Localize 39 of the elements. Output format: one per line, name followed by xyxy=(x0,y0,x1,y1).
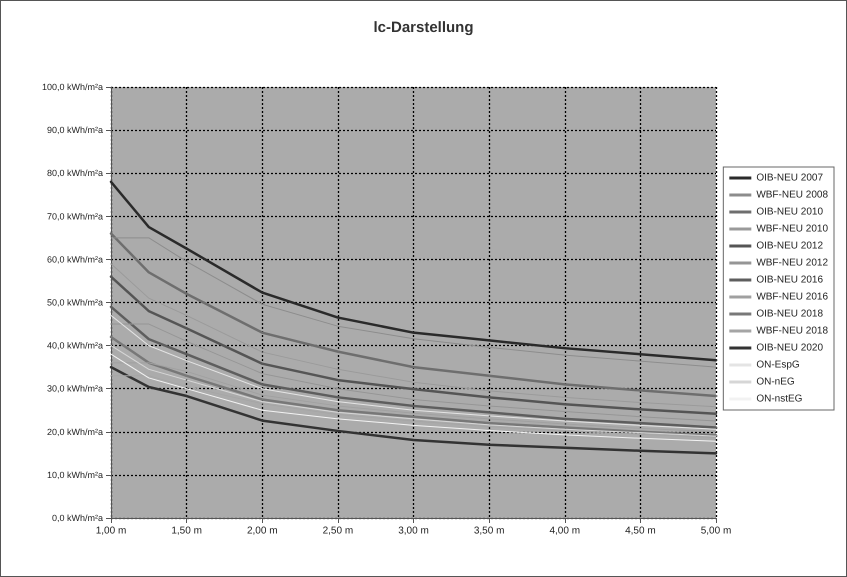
legend-label: ON-EspG xyxy=(756,360,800,370)
legend-label: OIB-NEU 2018 xyxy=(756,308,824,320)
legend-label: OIB-NEU 2012 xyxy=(756,240,824,252)
x-tick-label: 3,00 m xyxy=(398,526,429,536)
legend-label: WBF-NEU 2008 xyxy=(756,190,828,200)
x-tick-label: 5,00 m xyxy=(700,526,732,536)
y-tick-label: 90,0 kWh/m²a xyxy=(46,125,103,136)
y-tick-label: 70,0 kWh/m²a xyxy=(46,211,103,222)
legend-label: ON-nEG xyxy=(756,376,795,388)
x-tick-label: 4,00 m xyxy=(549,526,580,536)
line-series xyxy=(110,232,718,398)
legend-label: WBF-NEU 2018 xyxy=(756,326,828,336)
line-series xyxy=(110,237,716,368)
y-tick-label: 50,0 kWh/m²a xyxy=(46,298,103,308)
legend-label: WBF-NEU 2016 xyxy=(756,292,828,302)
y-tick-label: 100,0 kWh/m²a xyxy=(42,82,103,92)
x-tick-label: 3,50 m xyxy=(474,526,504,536)
x-tick-label: 1,50 m xyxy=(171,526,202,536)
legend-label: OIB-NEU 2007 xyxy=(756,172,824,184)
y-tick-label: 60,0 kWh/m²a xyxy=(46,254,103,264)
x-tick-label: 4,50 m xyxy=(625,526,656,536)
legend-label: WBF-NEU 2010 xyxy=(756,224,828,234)
y-tick-label: 80,0 kWh/m²a xyxy=(46,168,103,178)
line-series xyxy=(110,366,718,455)
y-tick-label: 30,0 kWh/m²a xyxy=(46,384,103,394)
legend-label: OIB-NEU 2020 xyxy=(756,342,824,354)
y-tick-label: 0,0 kWh/m²a xyxy=(52,513,103,523)
x-tick-label: 2,00 m xyxy=(246,526,278,536)
x-tick-label: 1,00 m xyxy=(96,526,126,536)
legend-label: ON-nstEG xyxy=(756,394,803,404)
y-tick-label: 10,0 kWh/m²a xyxy=(46,470,103,480)
y-tick-label: 40,0 kWh/m²a xyxy=(46,340,103,351)
x-tick-label: 2,50 m xyxy=(322,526,354,536)
legend-label: OIB-NEU 2010 xyxy=(756,206,824,218)
y-tick-label: 20,0 kWh/m²a xyxy=(46,426,103,437)
line-series xyxy=(110,180,718,362)
legend-label: OIB-NEU 2016 xyxy=(756,274,824,286)
legend-label: WBF-NEU 2012 xyxy=(756,258,828,268)
chart-title: lc-Darstellung xyxy=(373,19,474,36)
